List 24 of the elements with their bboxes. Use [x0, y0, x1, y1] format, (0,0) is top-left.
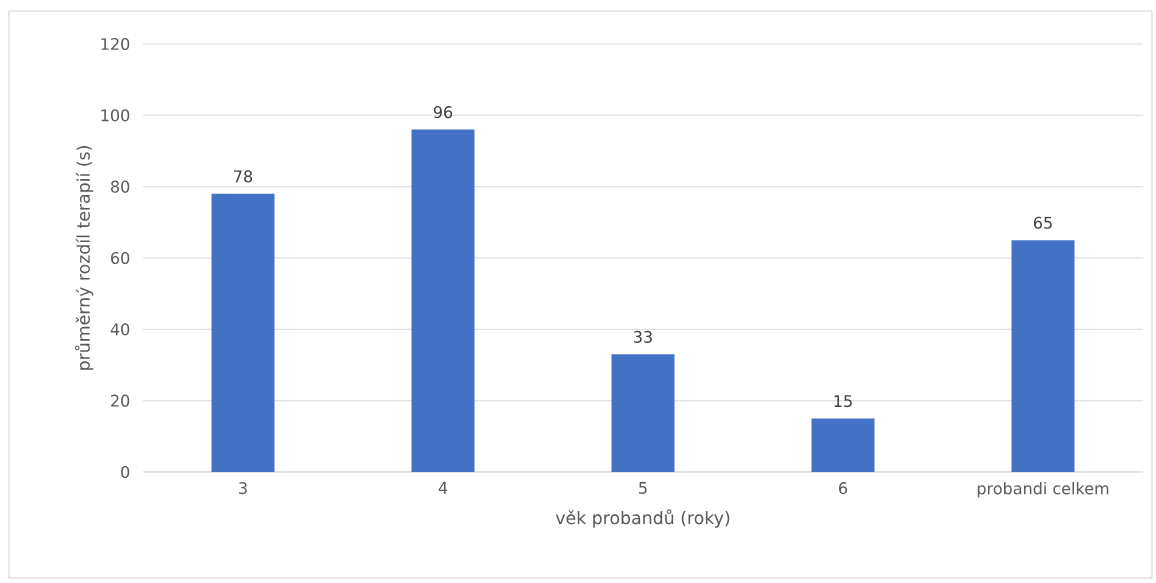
data-label: 65 — [1033, 216, 1052, 229]
data-label: 33 — [634, 330, 652, 343]
y-tick-label: 40 — [110, 323, 130, 336]
y-tick-label: 0 — [121, 465, 130, 479]
data-label: 15 — [834, 395, 852, 408]
bar — [411, 129, 475, 472]
x-tick-label: 3 — [239, 482, 247, 495]
bar — [611, 354, 675, 472]
data-label: 96 — [433, 106, 453, 119]
y-tick-label: 80 — [111, 180, 130, 193]
y-tick-label: 100 — [101, 109, 130, 122]
y-tick-label: 20 — [111, 394, 130, 407]
data-label: 78 — [234, 170, 253, 183]
x-tick-label: probandi celkem — [977, 482, 1109, 498]
x-tick-label: 4 — [438, 482, 448, 494]
y-axis-title: průměrný rozdíl terapií (s) — [74, 146, 94, 370]
bar — [1011, 240, 1075, 472]
x-axis-title: věk probandů (roky) — [555, 509, 730, 528]
bar — [211, 193, 275, 472]
y-tick-label: 60 — [111, 251, 130, 265]
bar — [811, 418, 875, 472]
x-tick-label: 5 — [639, 482, 647, 494]
x-tick-label: 6 — [839, 482, 848, 495]
y-tick-label: 120 — [101, 37, 130, 51]
